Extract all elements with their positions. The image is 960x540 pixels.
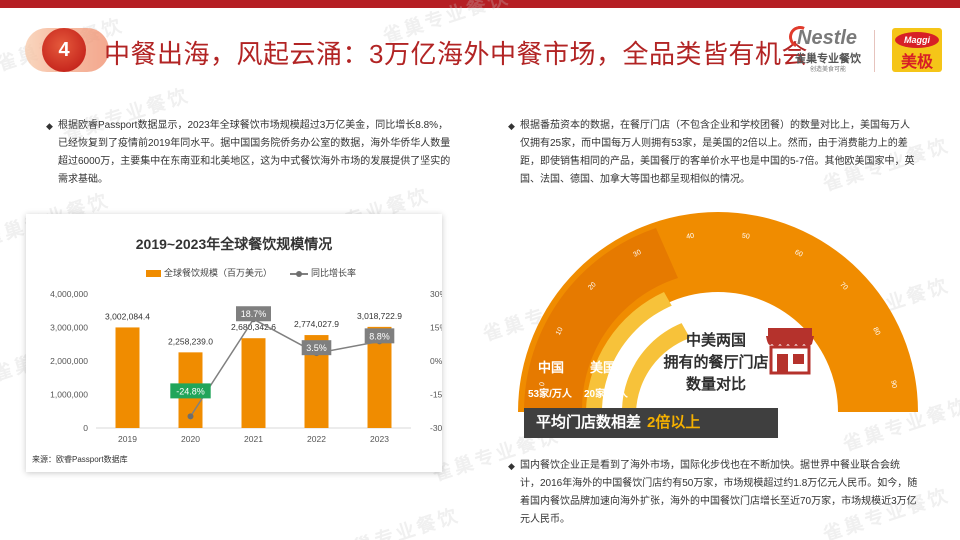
us-label: 美国 bbox=[590, 360, 617, 375]
legend-line-swatch bbox=[290, 270, 308, 277]
section-number-badge: 4 bbox=[25, 28, 109, 72]
bullet-text: 根据番茄资本的数据，在餐厅门店（不包含企业和学校团餐）的数量对比上，美国每万人仅… bbox=[520, 120, 915, 185]
growth-rate-label-bg bbox=[301, 340, 332, 356]
x-tick-label: 2020 bbox=[181, 434, 200, 444]
gauge-tick-label: 40 bbox=[686, 233, 695, 241]
gauge-tick-label: 70 bbox=[838, 281, 849, 292]
top-accent-bar bbox=[0, 0, 960, 8]
maggi-cn-name: 美极 bbox=[900, 54, 933, 71]
growth-rate-point bbox=[187, 413, 194, 420]
y-right-tick-label: 15% bbox=[430, 323, 442, 333]
legend-bar: 全球餐饮规模（百万美元） bbox=[146, 266, 272, 279]
legend-line: 同比增长率 bbox=[290, 266, 356, 279]
growth-rate-label-bg bbox=[170, 383, 211, 399]
nestle-wordmark: Nestle bbox=[797, 27, 858, 49]
bar-value-label: 2,680,342.6 bbox=[231, 322, 276, 332]
growth-rate-label: 18.7% bbox=[241, 309, 267, 319]
gauge-tick-label: 30 bbox=[632, 249, 642, 259]
growth-rate-label: 8.8% bbox=[369, 331, 390, 341]
legend-bar-label: 全球餐饮规模（百万美元） bbox=[164, 268, 273, 278]
bullet-paragraph-right-top: ◆ 根据番茄资本的数据，在餐厅门店（不包含企业和学校团餐）的数量对比上，美国每万… bbox=[508, 117, 918, 189]
watermark: 雀巢专业餐饮 bbox=[330, 505, 463, 540]
y-left-tick-label: 4,000,000 bbox=[50, 289, 88, 299]
gauge-tick-label: 90 bbox=[889, 380, 897, 389]
x-tick-label: 2022 bbox=[307, 434, 326, 444]
page-title: 中餐出海，风起云涌：3万亿海外中餐市场，全品类皆有机会 bbox=[104, 39, 808, 69]
gauge-tick-label: 10 bbox=[555, 326, 565, 336]
nestle-tagline: 创造美食可能 bbox=[810, 67, 847, 73]
gauge-tick-label: 20 bbox=[587, 281, 598, 292]
bar bbox=[115, 327, 140, 428]
y-left-tick-label: 2,000,000 bbox=[50, 356, 88, 366]
diamond-bullet-icon: ◆ bbox=[508, 121, 515, 131]
maggi-logo: Maggi 美极 bbox=[892, 28, 942, 72]
growth-rate-label: -24.8% bbox=[176, 386, 205, 396]
chart-source: 来源：欧睿Passport数据库 bbox=[32, 455, 128, 464]
bar-value-label: 3,018,722.9 bbox=[357, 311, 402, 321]
us-stat: 20家/万人 bbox=[584, 389, 628, 400]
bar-value-label: 3,002,084.4 bbox=[105, 311, 150, 321]
y-right-tick-label: 0% bbox=[430, 356, 442, 366]
restaurant-density-gauge: 0 10 20 30 40 50 60 70 80 90 bbox=[518, 212, 918, 412]
bullet-text: 国内餐饮企业正是看到了海外市场，国际化步伐也在不断加快。据世界中餐业联合会统计，… bbox=[520, 460, 918, 525]
y-right-tick-label: 30% bbox=[430, 289, 442, 299]
gauge-title-line-3: 数量对比 bbox=[685, 376, 746, 393]
y-right-tick-label: -15% bbox=[430, 390, 442, 400]
china-stat: 53家/万人 bbox=[528, 389, 572, 400]
bar-value-label: 2,774,027.9 bbox=[294, 319, 339, 329]
logo-divider bbox=[874, 30, 875, 72]
gauge-title: 中美两国 拥有的餐厅门店 数量对比 bbox=[656, 330, 776, 396]
chart-title: 2019~2023年全球餐饮规模情况 bbox=[135, 236, 333, 252]
y-left-tick-label: 1,000,000 bbox=[50, 390, 88, 400]
growth-rate-line bbox=[189, 318, 380, 417]
nestle-cn-name: 雀巢专业餐饮 bbox=[795, 53, 861, 65]
gap-banner: 平均门店数相差 2倍以上 bbox=[524, 408, 778, 438]
legend-bar-swatch bbox=[146, 270, 161, 278]
gauge-tick-label: 0 bbox=[539, 382, 547, 387]
section-number: 4 bbox=[42, 28, 86, 72]
chart-card: 2019~2023年全球餐饮规模情况 全球餐饮规模（百万美元） 同比增长率 0 1… bbox=[26, 214, 442, 472]
maggi-wordmark: Maggi bbox=[895, 32, 939, 48]
growth-rate-label-bg bbox=[236, 306, 271, 322]
bullet-text: 根据欧睿Passport数据显示，2023年全球餐饮市场规模超过3万亿美金，同比… bbox=[58, 120, 451, 185]
nestle-logo: Nestle 雀巢专业餐饮 创造美食可能 bbox=[783, 22, 863, 74]
bullet-paragraph-left: ◆ 根据欧睿Passport数据显示，2023年全球餐饮市场规模超过3万亿美金，… bbox=[46, 117, 453, 189]
legend-line-label: 同比增长率 bbox=[311, 268, 357, 278]
bar-value-label: 2,258,239.0 bbox=[168, 336, 213, 346]
gauge-inner-ring bbox=[602, 296, 834, 412]
y-left-tick-label: 3,000,000 bbox=[50, 323, 88, 333]
y-right-tick-label: -30% bbox=[430, 423, 442, 433]
gauge-tick-label: 80 bbox=[871, 326, 881, 336]
gauge-ticks: 0 10 20 30 40 50 60 70 80 90 bbox=[539, 233, 897, 389]
x-tick-label: 2023 bbox=[370, 434, 389, 444]
gauge-china-segment bbox=[523, 228, 678, 412]
y-left-tick-label: 0 bbox=[83, 423, 88, 433]
gauge-tick-label: 60 bbox=[794, 249, 804, 259]
x-tick-label: 2019 bbox=[118, 434, 137, 444]
gap-banner-text: 平均门店数相差 bbox=[536, 414, 642, 431]
bar bbox=[241, 338, 266, 428]
gap-banner-highlight: 2倍以上 bbox=[647, 414, 701, 431]
diamond-bullet-icon: ◆ bbox=[46, 121, 53, 131]
gauge-title-line-1: 中美两国 bbox=[685, 332, 746, 349]
combo-chart: 0 1,000,000 2,000,000 3,000,000 4,000,000 -30… bbox=[50, 289, 442, 444]
bullet-paragraph-right-bottom: ◆ 国内餐饮企业正是看到了海外市场，国际化步伐也在不断加快。据世界中餐业联合会统… bbox=[508, 457, 918, 529]
growth-rate-label-bg bbox=[364, 328, 395, 344]
china-label: 中国 bbox=[538, 360, 565, 375]
gauge-title-line-2: 拥有的餐厅门店 bbox=[663, 354, 769, 371]
growth-rate-label: 3.5% bbox=[306, 343, 327, 353]
gauge-tick-label: 50 bbox=[741, 233, 750, 241]
diamond-bullet-icon: ◆ bbox=[508, 461, 515, 471]
x-tick-label: 2021 bbox=[244, 434, 263, 444]
storefront-icon bbox=[766, 328, 814, 375]
